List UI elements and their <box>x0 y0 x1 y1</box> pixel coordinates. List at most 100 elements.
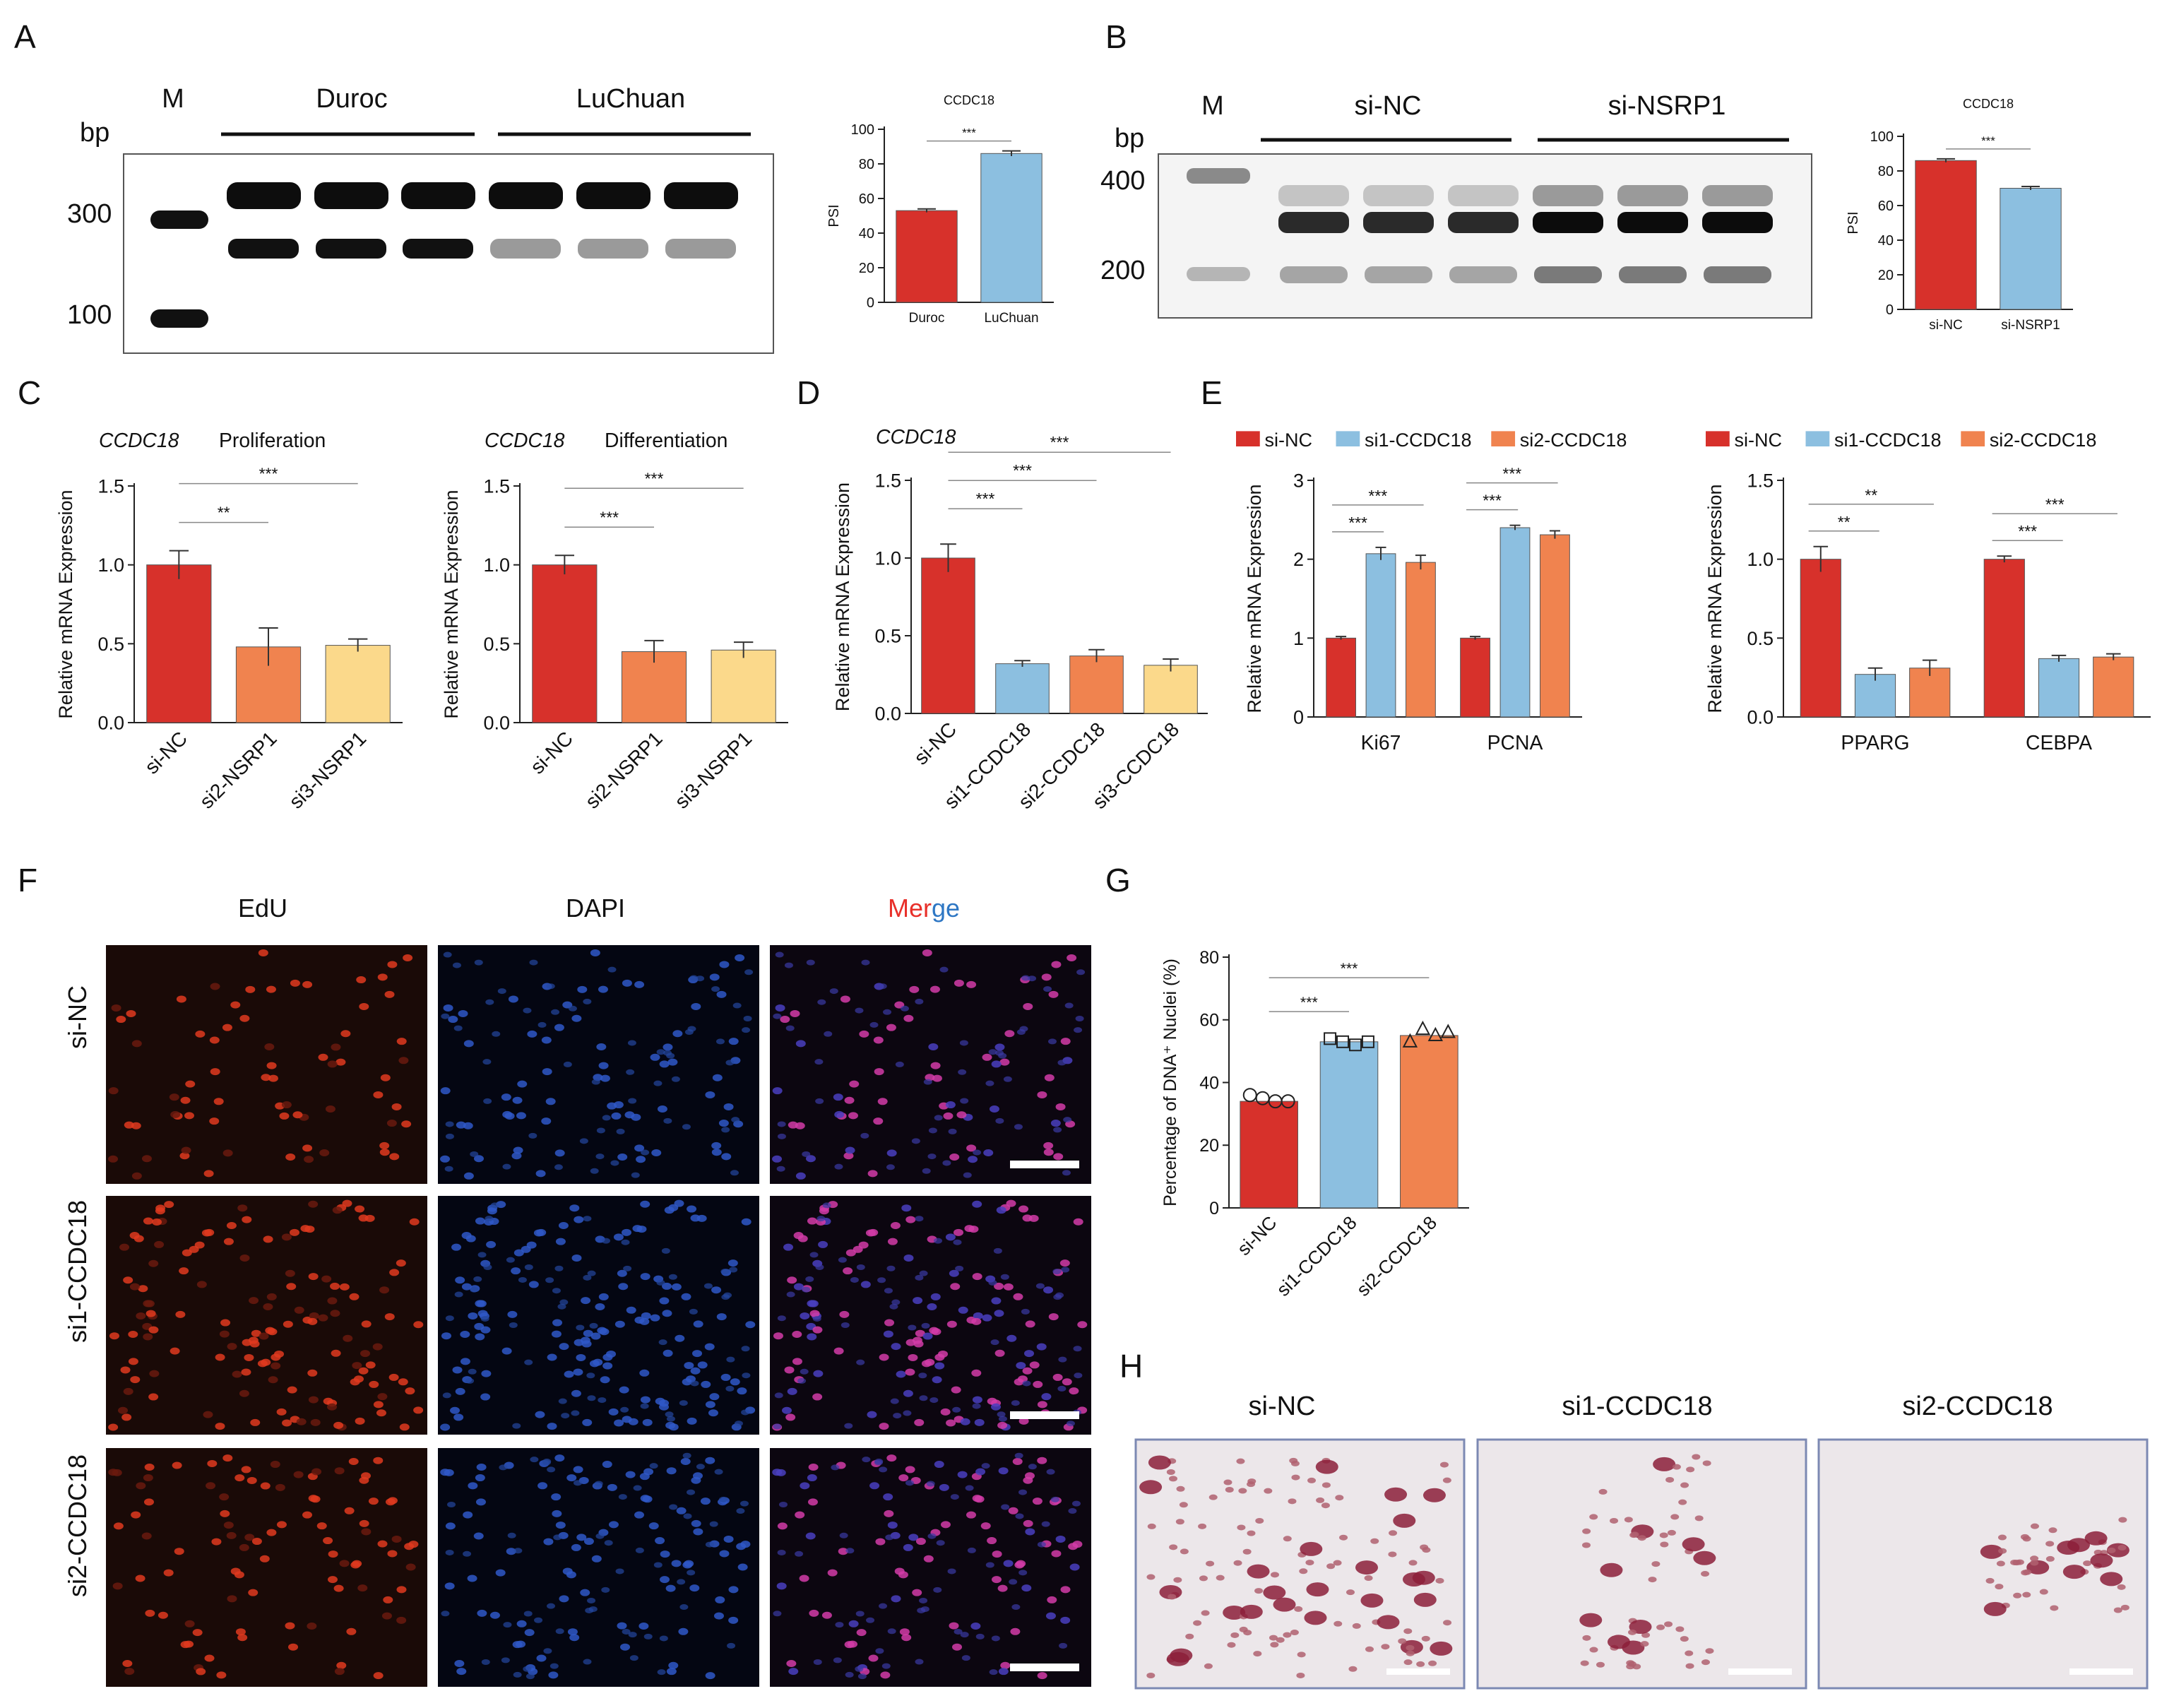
gel-a-bands <box>150 182 738 328</box>
gel-band <box>576 182 651 209</box>
nucleus <box>222 1024 232 1031</box>
nucleus <box>216 1671 227 1679</box>
nucleus <box>743 1015 752 1021</box>
nucleus <box>982 1314 992 1322</box>
category-label: si-NC <box>910 718 961 770</box>
nucleus <box>824 1031 833 1037</box>
nucleus <box>511 1267 521 1275</box>
gel-band <box>401 182 475 209</box>
lipid-droplet <box>1983 1601 2007 1616</box>
lipid-droplet <box>1255 1518 1264 1524</box>
nucleus <box>641 1149 650 1156</box>
nucleus <box>141 1532 152 1540</box>
nucleus <box>690 1367 701 1375</box>
nucleus <box>893 1413 902 1419</box>
nucleus <box>413 1321 424 1329</box>
nucleus <box>705 1401 715 1408</box>
significance-label: *** <box>2018 522 2037 540</box>
nucleus <box>1016 1560 1026 1567</box>
lipid-droplet <box>1682 1537 1705 1552</box>
nucleus <box>574 1216 584 1223</box>
nucleus <box>506 1257 515 1263</box>
lipid-droplet <box>1227 1642 1236 1648</box>
nucleus <box>1048 1313 1059 1321</box>
lipid-droplet <box>1579 1613 1603 1627</box>
nucleus <box>833 1093 843 1101</box>
nucleus <box>886 1454 897 1462</box>
nucleus <box>453 1025 463 1031</box>
nucleus <box>557 1303 566 1310</box>
nucleus <box>573 1466 583 1473</box>
nucleus <box>682 1452 691 1459</box>
chart-title: CCDC18 <box>485 429 565 452</box>
y-tick-label: 0 <box>1886 302 1894 318</box>
nucleus <box>309 1312 319 1319</box>
lipid-droplet <box>2050 1605 2059 1611</box>
gel-a-size-100: 100 <box>67 300 112 330</box>
lipid-droplet <box>1223 1479 1232 1485</box>
nucleus <box>377 1540 388 1548</box>
legend-swatch <box>1961 431 1985 446</box>
nucleus <box>712 1074 723 1081</box>
nucleus <box>460 1358 470 1365</box>
gel-b-frame <box>1158 153 1812 319</box>
lipid-droplet <box>1339 1534 1348 1541</box>
lipid-droplet <box>1283 1632 1292 1638</box>
nucleus <box>809 1609 819 1617</box>
nucleus <box>886 1149 897 1157</box>
lipid-droplet <box>1204 1663 1213 1669</box>
nucleus <box>998 1668 1009 1676</box>
nucleus <box>650 1053 660 1061</box>
nucleus <box>772 1087 783 1095</box>
gel-band <box>1363 212 1434 233</box>
nucleus <box>622 979 632 987</box>
nucleus <box>379 1141 390 1149</box>
y-tick-label: 1 <box>1293 628 1304 649</box>
lipid-droplet <box>1315 1459 1338 1474</box>
nucleus <box>663 1050 672 1056</box>
nucleus <box>831 1464 840 1471</box>
gel-band <box>1702 185 1773 206</box>
y-tick-label: 0 <box>1209 1199 1219 1218</box>
lipid-droplet <box>1233 1560 1242 1566</box>
nucleus <box>946 1320 957 1328</box>
nucleus <box>704 1343 715 1351</box>
nucleus <box>655 1537 665 1545</box>
lipid-droplet <box>1388 1551 1397 1558</box>
nucleus <box>905 1480 914 1486</box>
nucleus <box>1013 1293 1023 1300</box>
nucleus <box>282 1419 292 1427</box>
nucleus <box>843 1152 854 1160</box>
nucleus <box>841 1322 850 1329</box>
nucleus <box>735 954 745 962</box>
bar <box>2000 188 2062 310</box>
nucleus <box>788 1668 799 1676</box>
lipid-droplet <box>1348 1666 1358 1672</box>
nucleus <box>966 1511 977 1519</box>
lipid-droplet <box>1582 1635 1591 1641</box>
lipid-droplet <box>2117 1584 2126 1590</box>
category-label: LuChuan <box>984 311 1038 326</box>
nucleus <box>339 1560 350 1567</box>
nucleus <box>204 1654 215 1662</box>
nucleus <box>966 980 977 988</box>
nucleus <box>709 1521 718 1527</box>
gel-band <box>665 239 736 259</box>
gel-a-group2-label: LuChuan <box>576 84 685 114</box>
lipid-droplet <box>1428 1660 1437 1666</box>
nucleus <box>786 1659 797 1667</box>
nucleus <box>250 1418 261 1426</box>
lipid-droplet <box>1702 1460 1711 1466</box>
nucleus <box>947 1568 956 1574</box>
nucleus <box>1052 1373 1063 1381</box>
nucleus <box>629 1655 638 1661</box>
lipid-droplet <box>1326 1563 1336 1570</box>
nucleus <box>915 1659 924 1665</box>
f-row-si1-ccdc18: si1-CCDC18 <box>63 1200 92 1343</box>
lipid-droplet <box>1416 1661 1425 1667</box>
lipid-droplet <box>1656 1624 1665 1630</box>
nucleus <box>405 1387 415 1395</box>
nucleus <box>677 1579 686 1585</box>
nucleus <box>1061 1267 1070 1273</box>
